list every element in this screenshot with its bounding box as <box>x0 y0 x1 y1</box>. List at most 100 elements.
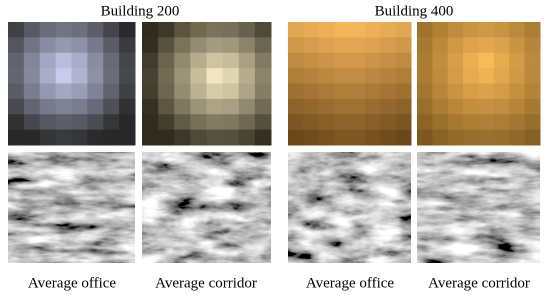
pixel-cell <box>72 68 88 84</box>
pixel-cell <box>303 99 319 115</box>
pixel-cell <box>380 53 396 69</box>
pixel-cell <box>432 37 448 53</box>
pixel-cell <box>142 130 159 146</box>
pixel-cell <box>103 114 119 130</box>
pixel-cell <box>350 37 366 53</box>
pixel-cell <box>24 99 40 115</box>
pixel-cell <box>288 68 304 84</box>
pixel-cell <box>365 130 381 146</box>
pixel-cell <box>417 68 433 84</box>
pixel-cell <box>223 84 240 100</box>
pixel-cell <box>87 130 103 146</box>
pixel-cell <box>319 53 335 69</box>
pixel-cell <box>479 68 495 84</box>
pixel-cell <box>432 114 448 130</box>
pixel-cell <box>525 99 541 115</box>
pixel-cell <box>432 130 448 146</box>
pixel-cell <box>239 53 256 69</box>
pixel-cell <box>190 84 207 100</box>
pixel-cell <box>448 99 464 115</box>
pixel-cell <box>158 114 175 130</box>
pixel-cell <box>303 68 319 84</box>
pixel-cell <box>509 53 525 69</box>
pixel-cell <box>8 68 24 84</box>
pixel-cell <box>396 84 412 100</box>
pixel-cell <box>174 114 191 130</box>
pixel-cell <box>24 37 40 53</box>
pixel-cell <box>158 68 175 84</box>
pixel-cell <box>494 114 510 130</box>
pixel-cell <box>103 37 119 53</box>
pixel-cell <box>56 130 72 146</box>
pixel-cell <box>40 114 56 130</box>
texture-image <box>142 152 271 263</box>
pixel-cell <box>239 99 256 115</box>
pixel-cell <box>142 53 159 69</box>
pixel-cell <box>24 22 40 38</box>
pixel-cell <box>8 130 24 146</box>
pixel-cell <box>463 99 479 115</box>
pixel-cell <box>448 22 464 38</box>
pixel-cell <box>479 37 495 53</box>
pixel-cell <box>365 99 381 115</box>
pixel-cell <box>223 22 240 38</box>
texture-image <box>417 152 540 263</box>
pixel-cell <box>158 22 175 38</box>
pixel-cell <box>24 130 40 146</box>
pixel-cell <box>380 130 396 146</box>
pixel-cell <box>255 53 272 69</box>
pixel-cell <box>190 37 207 53</box>
pixel-cell <box>190 130 207 146</box>
pixel-cell <box>72 99 88 115</box>
pixel-cell <box>288 99 304 115</box>
pixel-cell <box>494 99 510 115</box>
pixel-cell <box>56 68 72 84</box>
pixel-cell <box>24 68 40 84</box>
pixel-cell <box>319 22 335 38</box>
pixel-cell <box>174 53 191 69</box>
pixel-cell <box>24 114 40 130</box>
pixel-cell <box>432 84 448 100</box>
pixel-cell <box>288 22 304 38</box>
pixel-cell <box>87 37 103 53</box>
pixel-cell <box>223 68 240 84</box>
pixel-cell <box>509 114 525 130</box>
pixel-cell <box>190 114 207 130</box>
pixel-cell <box>334 68 350 84</box>
pixel-cell <box>509 84 525 100</box>
pixel-cell <box>303 22 319 38</box>
pixel-cell <box>158 84 175 100</box>
pixel-cell <box>142 68 159 84</box>
pixel-cell <box>396 68 412 84</box>
pixel-cell <box>448 130 464 146</box>
pixel-cell <box>479 114 495 130</box>
pixel-cell <box>417 84 433 100</box>
pixel-cell <box>350 114 366 130</box>
pixel-cell <box>223 37 240 53</box>
pixel-cell <box>239 114 256 130</box>
pixel-cell <box>174 130 191 146</box>
pixel-cell <box>56 53 72 69</box>
pixel-cell <box>350 99 366 115</box>
pixel-cell <box>417 53 433 69</box>
pixel-cell <box>223 99 240 115</box>
pixel-cell <box>207 114 224 130</box>
pixel-cell <box>119 37 135 53</box>
caption: Average corridor <box>428 275 530 291</box>
pixel-cell <box>8 114 24 130</box>
pixel-cell <box>288 114 304 130</box>
pixel-cell <box>158 130 175 146</box>
pixel-cell <box>119 99 135 115</box>
pixel-cell <box>448 84 464 100</box>
pixel-cell <box>463 53 479 69</box>
pixel-cell <box>396 114 412 130</box>
pixel-cell <box>158 53 175 69</box>
pixel-cell <box>463 22 479 38</box>
texture-image <box>288 152 411 263</box>
pixel-cell <box>479 22 495 38</box>
pixel-cell <box>8 84 24 100</box>
pixel-cell <box>303 114 319 130</box>
pixel-cell <box>396 22 412 38</box>
pixel-cell <box>334 114 350 130</box>
pixel-cell <box>365 22 381 38</box>
